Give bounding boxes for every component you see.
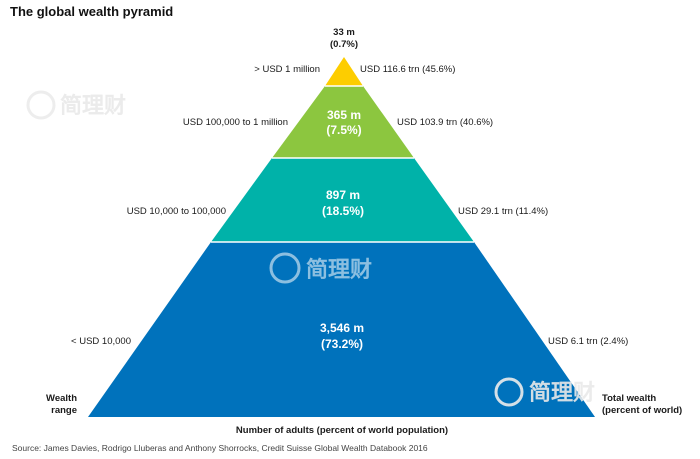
watermark-text: 简理财 [306, 257, 372, 283]
pyramid-tier-top [325, 57, 363, 86]
total-wealth-caption-line2: (percent of world) [602, 405, 682, 416]
rocket-circle-icon [26, 90, 56, 120]
rocket-circle-icon [269, 252, 301, 284]
tier-4-total-wealth: USD 6.1 trn (2.4%) [548, 336, 628, 347]
watermark-text: 简理财 [60, 93, 126, 119]
tier-2-share: (7.5%) [326, 123, 361, 137]
wealth-range-caption-line1: Wealth [46, 393, 77, 404]
watermark-bottom-right: 简理财 [494, 377, 595, 407]
tier-1-wealth-range: > USD 1 million [254, 64, 320, 75]
wealth-range-caption-line2: range [51, 405, 77, 416]
rocket-circle-icon [494, 377, 524, 407]
tier-3-share: (18.5%) [322, 204, 364, 218]
tier-4-adults: 3,546 m [320, 321, 364, 335]
pyramid-tier-upper-middle [272, 86, 414, 158]
tier-3-total-wealth: USD 29.1 trn (11.4%) [458, 206, 548, 217]
tier-2-wealth-range: USD 100,000 to 1 million [183, 117, 288, 128]
tier-1-share: (0.7%) [330, 39, 358, 50]
tier-2-total-wealth: USD 103.9 trn (40.6%) [397, 117, 493, 128]
watermark-top-left: 简理财 [26, 90, 126, 120]
watermark-text: 简理财 [529, 380, 595, 406]
pyramid-tier-base [88, 242, 595, 417]
page-title: The global wealth pyramid [10, 4, 174, 19]
tier-3-adults: 897 m [326, 188, 360, 202]
tier-3-wealth-range: USD 10,000 to 100,000 [127, 206, 226, 217]
source-note: Source: James Davies, Rodrigo Lluberas a… [12, 443, 428, 453]
tier-2-adults: 365 m [327, 108, 361, 122]
tier-1-total-wealth: USD 116.6 trn (45.6%) [360, 64, 455, 75]
adults-caption: Number of adults (percent of world popul… [236, 425, 448, 436]
total-wealth-caption-line1: Total wealth [602, 393, 656, 404]
pyramid-tier-middle [211, 158, 474, 242]
tier-1-adults: 33 m [333, 27, 355, 38]
tier-4-wealth-range: < USD 10,000 [71, 336, 131, 347]
watermark-center: 简理财 [269, 252, 372, 284]
tier-4-share: (73.2%) [321, 337, 363, 351]
